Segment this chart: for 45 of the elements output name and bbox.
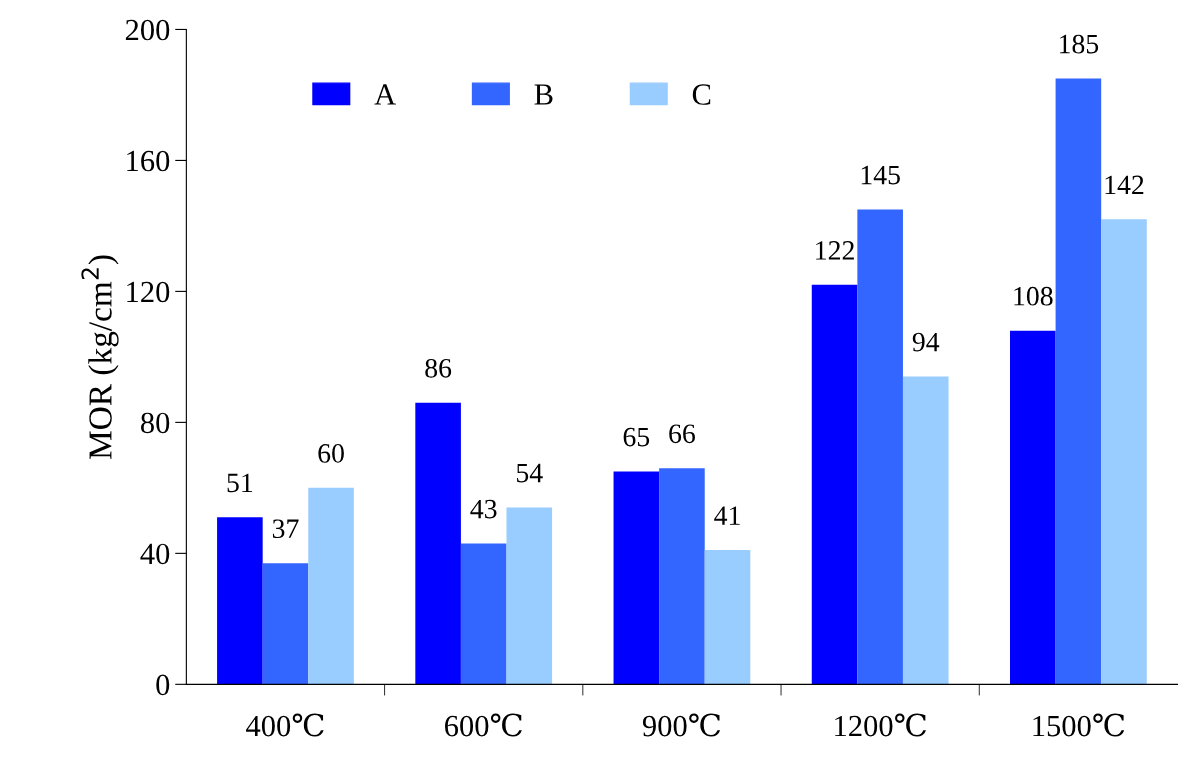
data-label: 142 xyxy=(1105,175,1144,194)
bar xyxy=(613,471,660,685)
bar xyxy=(415,402,461,685)
bar xyxy=(902,376,949,685)
y-tick-label: 200 xyxy=(125,19,170,41)
x-tick-label: 1200℃ xyxy=(835,713,926,737)
legend-label: C xyxy=(692,84,711,105)
bar xyxy=(1101,219,1147,685)
data-label: 37 xyxy=(272,519,299,539)
y-tick-label: 160 xyxy=(127,150,170,172)
bar xyxy=(1010,330,1056,685)
data-label: 41 xyxy=(714,506,740,525)
data-label: 86 xyxy=(425,358,452,378)
bar xyxy=(460,543,507,685)
x-tick-label: 900℃ xyxy=(642,713,721,737)
data-label: 145 xyxy=(861,165,900,185)
bar xyxy=(704,550,751,685)
y-tick-label: 0 xyxy=(156,674,170,696)
bar xyxy=(262,563,309,685)
data-label: 43 xyxy=(470,499,497,519)
data-label: 65 xyxy=(623,427,650,447)
x-tick-label: 1500℃ xyxy=(1033,713,1125,737)
data-label: 108 xyxy=(1014,286,1053,306)
y-axis-title: MOR (kg/cm$^{2}$) xyxy=(81,255,119,459)
bar xyxy=(857,209,903,685)
bar xyxy=(811,284,858,685)
bar xyxy=(217,517,263,685)
data-label: 66 xyxy=(669,424,695,444)
data-label: 51 xyxy=(227,473,253,493)
x-tick-label: 600℃ xyxy=(445,713,522,737)
x-tick-label: 400℃ xyxy=(246,713,324,737)
data-label: 94 xyxy=(912,332,940,352)
y-tick-label: 120 xyxy=(127,281,170,303)
data-label: 60 xyxy=(318,444,344,463)
data-label: 54 xyxy=(517,463,543,483)
legend-label: A xyxy=(374,84,396,105)
bar xyxy=(1055,78,1102,685)
bar xyxy=(308,487,354,685)
data-label: 185 xyxy=(1060,34,1099,54)
y-tick-label: 40 xyxy=(140,543,170,565)
bar xyxy=(659,468,705,685)
data-label: 122 xyxy=(816,241,854,260)
y-tick-label: 80 xyxy=(141,412,170,434)
bar xyxy=(506,507,553,685)
legend-label: B xyxy=(534,84,553,105)
